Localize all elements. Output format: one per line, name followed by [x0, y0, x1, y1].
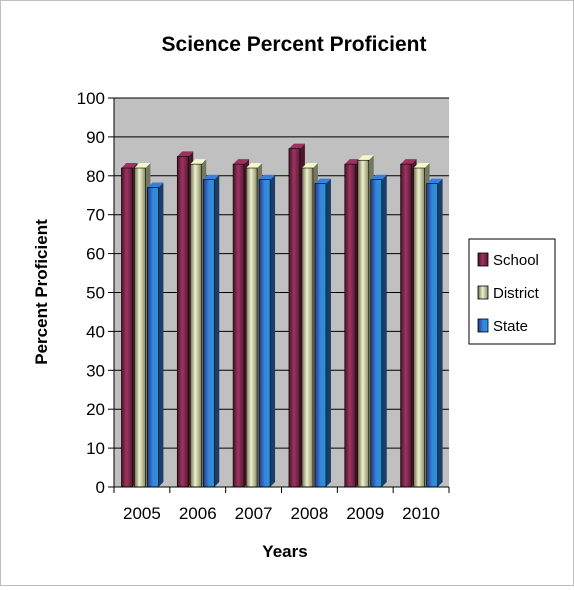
- chart-title: Science Percent Proficient: [162, 33, 427, 56]
- bar-top: [288, 143, 305, 149]
- bar-state-2010: [426, 183, 438, 488]
- x-tick-label: 2007: [235, 504, 273, 523]
- legend-swatch-district: [477, 285, 489, 300]
- bar-side: [158, 182, 164, 487]
- bar-top: [233, 159, 250, 165]
- bar-top: [426, 178, 443, 184]
- bar-side: [381, 174, 387, 487]
- bar-top: [177, 151, 194, 157]
- legend-swatch-school: [477, 252, 489, 267]
- x-tick-label: 2010: [402, 504, 440, 523]
- y-tick-label: 70: [86, 206, 105, 225]
- bar-school-2010: [400, 163, 412, 488]
- x-tick-label: 2005: [123, 504, 161, 523]
- bar-side: [270, 174, 276, 487]
- bar-state-2007: [258, 179, 271, 488]
- bar-top: [259, 174, 276, 180]
- bar-top: [203, 174, 220, 180]
- y-tick-label: 100: [77, 89, 105, 108]
- bar-state-2006: [202, 179, 215, 488]
- bar-school-2007: [232, 163, 245, 488]
- x-axis-title: Years: [262, 542, 307, 561]
- bar-top: [314, 178, 331, 184]
- y-axis-ticks: 0 10 20 30 40 50 60 70 80 90 100: [77, 89, 114, 497]
- bar-side: [325, 178, 331, 487]
- legend-label-district: District: [493, 285, 540, 302]
- bar-top: [121, 163, 138, 169]
- y-tick-label: 40: [86, 322, 105, 341]
- legend-swatch-state: [477, 318, 489, 333]
- bar-top: [344, 159, 361, 165]
- bar-top: [190, 159, 207, 165]
- bar-side: [437, 178, 443, 487]
- x-tick-label: 2006: [179, 504, 217, 523]
- bar-district-2010: [413, 167, 425, 488]
- bar-district-2006: [189, 163, 202, 488]
- bar-district-2008: [301, 167, 314, 488]
- bar-top: [246, 163, 263, 169]
- bar-top: [413, 163, 430, 169]
- legend: School District State: [468, 238, 556, 345]
- y-tick-label: 80: [86, 167, 105, 186]
- bar-state-2005: [147, 187, 159, 488]
- bar-top: [147, 182, 164, 188]
- legend-label-state: State: [493, 318, 528, 335]
- bar-state-2008: [314, 183, 327, 488]
- y-tick-label: 20: [86, 400, 105, 419]
- bar-district-2007: [245, 167, 258, 488]
- y-tick-label: 60: [86, 245, 105, 264]
- x-tick-label: 2008: [291, 504, 329, 523]
- bar-top: [357, 155, 374, 161]
- y-tick-label: 30: [86, 361, 105, 380]
- y-tick-label: 90: [86, 128, 105, 147]
- bar-top: [134, 163, 151, 169]
- bar-school-2008: [288, 148, 301, 488]
- y-tick-label: 10: [86, 439, 105, 458]
- x-axis-ticks: 2005 2006 2007 2008 2009 2010: [113, 487, 450, 523]
- bar-school-2006: [176, 156, 189, 488]
- bar-district-2009: [357, 159, 370, 488]
- bar-state-2009: [370, 179, 383, 488]
- bar-district-2005: [134, 167, 146, 488]
- x-tick-label: 2009: [346, 504, 384, 523]
- y-tick-label: 0: [96, 478, 105, 497]
- y-axis-title: Percent Proficient: [32, 219, 51, 365]
- gridlines: [114, 97, 449, 449]
- bar-school-2009: [344, 163, 357, 488]
- bar-top: [301, 163, 318, 169]
- legend-label-school: School: [493, 252, 539, 269]
- bar-top: [370, 174, 387, 180]
- bar-side: [214, 174, 220, 487]
- y-tick-label: 50: [86, 284, 105, 303]
- bar-top: [400, 159, 417, 165]
- bar-school-2005: [121, 167, 133, 488]
